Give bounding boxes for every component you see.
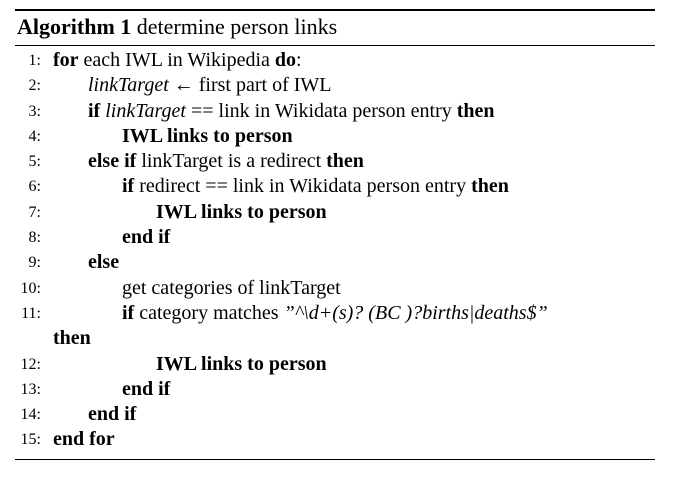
algorithm-label: Algorithm 1 [17, 14, 132, 39]
line-text: each IWL in Wikipedia [78, 49, 275, 71]
line-3: 3: if linkTarget == link in Wikidata per… [15, 99, 655, 124]
keyword-if: if [122, 301, 135, 324]
line-10: 10: get categories of linkTarget [15, 276, 655, 301]
line-text: linkTarget is a redirect [136, 150, 327, 173]
keyword-end-if: end if [122, 377, 171, 400]
line-12: 12: IWL links to person [15, 352, 655, 377]
line-number: 13: [20, 380, 41, 398]
line-tail: : [296, 49, 302, 71]
bottom-rule [15, 458, 655, 460]
keyword-then: then [471, 175, 509, 198]
variable-linktarget: linkTarget [88, 74, 169, 97]
line-11: 11: if category matches ”^\d+(s)? (BC )?… [15, 301, 655, 326]
line-15: 15: end for [15, 427, 655, 452]
line-6: 6: if redirect == link in Wikidata perso… [15, 174, 655, 199]
line-text: == link in Wikidata person entry [185, 99, 457, 122]
keyword-then: then [53, 327, 91, 350]
line-number: 9: [28, 254, 41, 272]
line-number: 10: [20, 279, 41, 297]
regex-pattern: ”^\d+(s)? (BC )?births|deaths$” [283, 301, 548, 324]
line-4: 4: IWL links to person [15, 124, 655, 149]
keyword-else-if: else if [88, 150, 137, 173]
keyword-do: do [274, 49, 297, 71]
line-13: 13: end if [15, 377, 655, 402]
line-number: 11: [21, 304, 41, 322]
line-number: 5: [28, 153, 41, 171]
variable-linktarget: linkTarget [105, 99, 186, 122]
keyword-if: if [122, 175, 135, 198]
line-number: 14: [20, 406, 41, 424]
keyword-then: then [326, 150, 364, 173]
line-11-continuation: then [15, 326, 655, 351]
line-number: 12: [20, 355, 41, 373]
line-number: 7: [28, 203, 41, 221]
line-text: category matches [134, 301, 284, 324]
line-number: 2: [28, 77, 41, 95]
statement-bold: IWL links to person [156, 200, 327, 223]
line-number: 4: [28, 127, 41, 145]
caption-rule [15, 45, 655, 46]
line-9: 9: else [15, 250, 655, 275]
algorithm-body: 1: for each IWL in Wikipedia do: 2: link… [15, 46, 655, 453]
keyword-end-if: end if [122, 226, 171, 249]
line-7: 7: IWL links to person [15, 200, 655, 225]
top-rule [15, 9, 655, 11]
line-text: ← first part of IWL [168, 74, 332, 97]
algorithm-title: determine person links [136, 14, 338, 39]
keyword-end-for: end for [53, 428, 115, 451]
keyword-for: for [53, 49, 79, 71]
algorithm-box: Algorithm 1 determine person links 1: fo… [15, 9, 655, 460]
algorithm-caption: Algorithm 1 determine person links [15, 11, 655, 45]
line-number: 8: [28, 229, 41, 247]
keyword-then: then [456, 99, 495, 122]
keyword-else: else [88, 251, 120, 274]
statement-bold: IWL links to person [122, 124, 293, 147]
keyword-if: if [88, 99, 101, 122]
line-14: 14: end if [15, 402, 655, 427]
line-1: 1: for each IWL in Wikipedia do: [15, 48, 655, 73]
line-number: 6: [28, 178, 41, 196]
line-2: 2: linkTarget ← first part of IWL [15, 73, 655, 98]
keyword-end-if: end if [88, 403, 137, 426]
statement-bold: IWL links to person [156, 352, 327, 375]
line-text: redirect == link in Wikidata person entr… [134, 175, 472, 198]
line-text: get categories of linkTarget [122, 276, 341, 299]
line-number: 3: [28, 102, 41, 120]
line-8: 8: end if [15, 225, 655, 250]
line-number: 15: [20, 431, 41, 449]
line-number: 1: [28, 52, 41, 69]
line-5: 5: else if linkTarget is a redirect then [15, 149, 655, 174]
